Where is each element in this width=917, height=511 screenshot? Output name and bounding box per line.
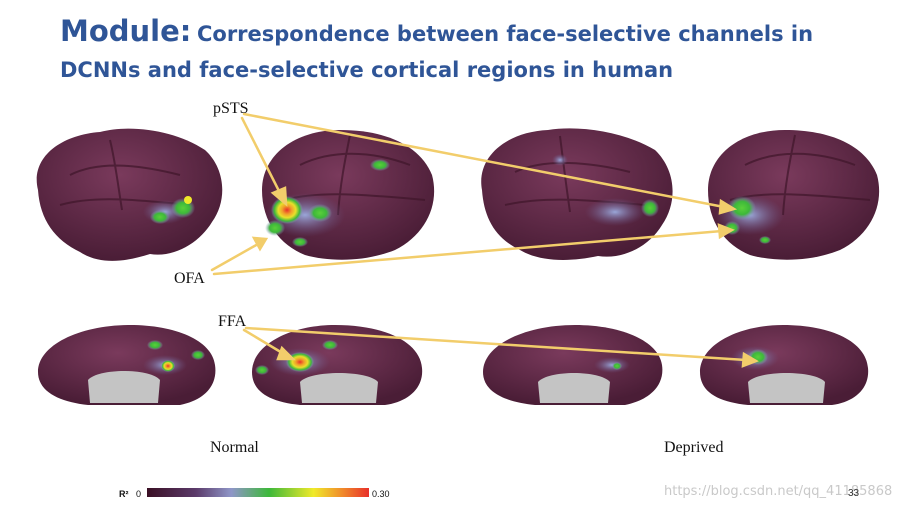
label-normal: Normal xyxy=(210,439,259,456)
arrow-psts-deprived xyxy=(242,112,726,209)
arrowhead-ffa-normal xyxy=(276,345,297,361)
arrow-ofa-normal xyxy=(210,242,260,272)
arrowhead-ffa-deprived xyxy=(741,351,759,368)
brain-deprived-ventral-right xyxy=(700,325,869,405)
label-deprived: Deprived xyxy=(664,439,724,456)
label-ffa: FFA xyxy=(218,313,247,330)
colorbar: R² 0 0.30 xyxy=(119,488,390,499)
arrow-psts-normal xyxy=(240,116,282,195)
brain-deprived-lateral-right xyxy=(708,130,880,260)
arrow-ofa-deprived xyxy=(212,229,724,276)
title-lead: Module: xyxy=(60,14,192,48)
colorbar-min: 0 xyxy=(136,489,141,499)
watermark: https://blog.csdn.net/qq_41185868 xyxy=(664,484,893,499)
label-psts: pSTS xyxy=(213,100,249,117)
arrowhead-psts-normal xyxy=(270,186,288,207)
brain-deprived-ventral-left xyxy=(483,325,663,405)
title-rest: Correspondence between face-selective ch… xyxy=(60,22,814,82)
arrowhead-ofa-normal xyxy=(251,236,269,252)
slide-title: Module: Correspondence between face-sele… xyxy=(60,14,900,89)
brain-deprived-lateral-left xyxy=(481,128,673,260)
arrowhead-psts-deprived xyxy=(718,198,738,215)
brain-normal-lateral-right xyxy=(262,130,435,260)
region-arrows xyxy=(210,112,759,368)
label-ofa: OFA xyxy=(174,270,205,287)
brain-normal-ventral-left xyxy=(38,325,216,405)
brain-normal-lateral-left xyxy=(36,128,223,261)
colorbar-label: R² xyxy=(119,489,129,499)
arrowhead-ofa-deprived xyxy=(717,223,735,240)
page-number: 33 xyxy=(848,488,860,499)
colorbar-gradient xyxy=(147,488,369,497)
arrow-ffa-normal xyxy=(242,328,286,356)
arrow-ffa-deprived xyxy=(244,326,748,362)
colorbar-max: 0.30 xyxy=(372,489,390,499)
